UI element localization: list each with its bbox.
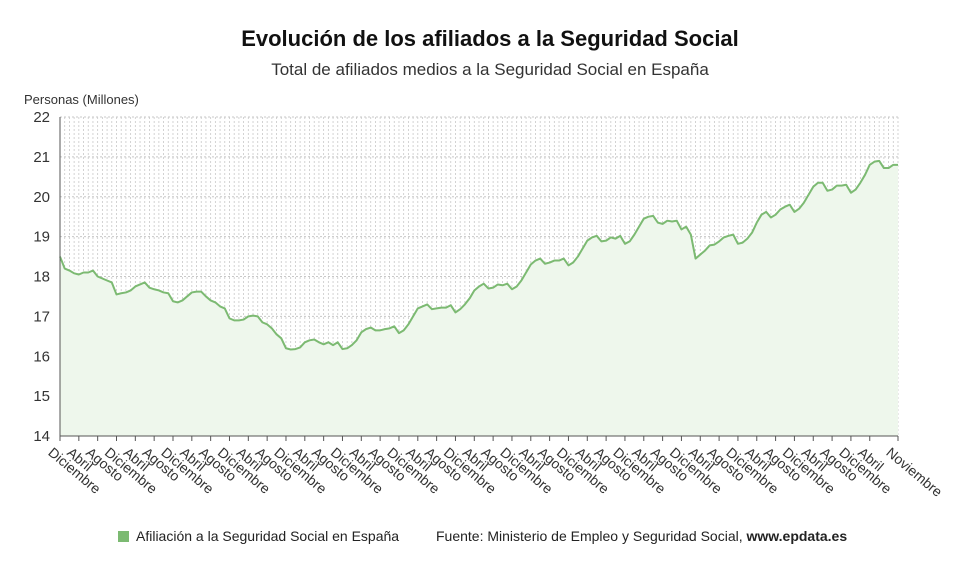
series-fill: [60, 160, 898, 437]
x-tick-labels: DiciembreAbrilAgostoDiciembreAbrilAgosto…: [45, 444, 945, 500]
y-tick-label: 14: [33, 428, 50, 445]
source-site: www.epdata.es: [746, 528, 848, 544]
source-text: Fuente: Ministerio de Empleo y Seguridad…: [436, 528, 743, 544]
chart-title: Evolución de los afiliados a la Segurida…: [241, 26, 739, 51]
x-tick-label: Noviembre: [883, 444, 945, 500]
y-tick-label: 19: [33, 229, 50, 246]
axes: [59, 117, 899, 441]
legend-label: Afiliación a la Seguridad Social en Espa…: [136, 528, 400, 544]
legend: Afiliación a la Seguridad Social en Espa…: [118, 528, 399, 544]
series-line: [59, 159, 898, 351]
y-tick-labels: 14 15 16 17 18 19 20 21 22: [33, 109, 50, 445]
y-tick-label: 16: [33, 348, 50, 365]
y-tick-label: 20: [33, 189, 50, 206]
source-note: Fuente: Ministerio de Empleo y Seguridad…: [436, 528, 847, 544]
y-tick-label: 17: [33, 308, 50, 325]
y-axis-label: Personas (Millones): [24, 92, 139, 107]
y-tick-label: 15: [33, 388, 50, 405]
y-tick-label: 21: [33, 149, 50, 166]
chart-subtitle: Total de afiliados medios a la Seguridad…: [271, 60, 709, 79]
legend-swatch: [118, 530, 129, 542]
series-area: [59, 159, 898, 437]
y-tick-label: 18: [33, 269, 50, 286]
y-tick-label: 22: [33, 109, 50, 126]
